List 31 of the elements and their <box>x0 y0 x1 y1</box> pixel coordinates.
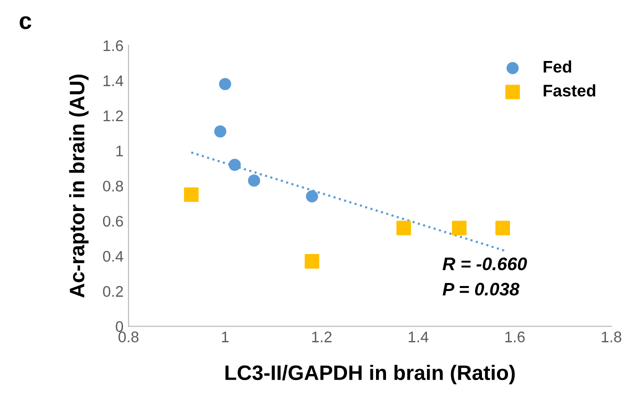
point <box>304 254 320 269</box>
y-tick-label: 0 <box>116 321 124 332</box>
x-tick-label: 1.2 <box>312 332 332 342</box>
x-tick-label: 1 <box>222 332 229 342</box>
point <box>219 78 232 90</box>
y-axis-title: Ac-raptor in brain (AU) <box>69 74 89 298</box>
annotation: P = 0.038 <box>442 282 520 296</box>
y-tick-label: 0.4 <box>103 250 124 262</box>
point <box>184 187 199 202</box>
y-tick-label: 0.2 <box>103 286 123 297</box>
y-tick-label: 1 <box>116 146 123 156</box>
chart-title: c <box>20 16 32 30</box>
legend-label: Fed <box>544 60 572 73</box>
annotation: R = -0.660 <box>442 257 527 270</box>
point <box>306 190 318 202</box>
point <box>214 125 226 138</box>
y-tick-label: 1.6 <box>104 40 124 52</box>
legend-label: Fasted <box>544 84 596 97</box>
x-tick-label: 1.8 <box>602 332 622 342</box>
y-tick-label: 0.6 <box>103 216 124 227</box>
point <box>396 220 412 236</box>
x-axis-title: LC3-II/GAPDH in brain (Ratio) <box>225 364 515 384</box>
x-tick-label: 1.4 <box>408 332 428 342</box>
point <box>452 220 467 236</box>
x-tick-label: 1.6 <box>505 332 525 342</box>
point <box>228 158 241 171</box>
y-tick-label: 1.4 <box>104 76 124 86</box>
y-tick-label: 1.2 <box>104 110 123 122</box>
point <box>248 174 260 187</box>
y-tick-label: 0.8 <box>103 180 124 192</box>
point <box>495 220 510 236</box>
